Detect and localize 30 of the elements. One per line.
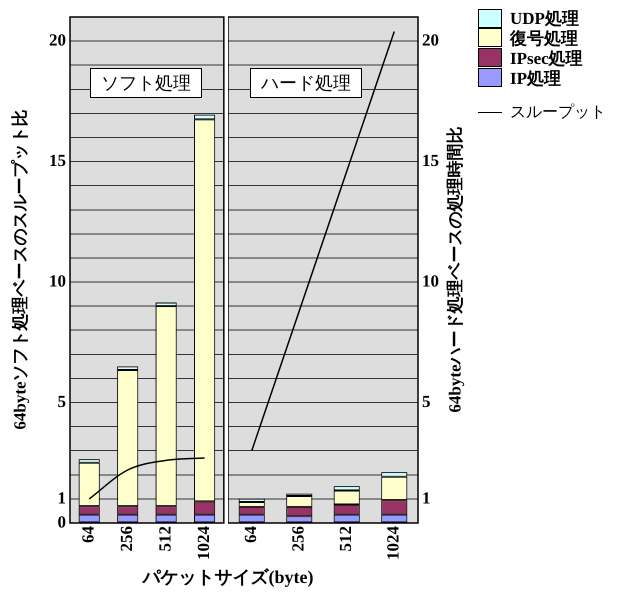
x-tick-label: 1024 (384, 526, 403, 560)
legend-label: IP処理 (510, 68, 561, 90)
legend-label: 復号処理 (510, 28, 578, 50)
line-series (251, 30, 395, 452)
annotation: ハード処理 (250, 68, 362, 98)
y-tick-label: 0 (58, 512, 66, 532)
x-tick-label: 256 (288, 526, 308, 552)
y-tick-label: 10 (422, 271, 439, 290)
annotation: ソフト処理 (90, 68, 202, 98)
x-tick-label: 512 (156, 526, 175, 552)
legend-label: スループット (510, 102, 606, 122)
y-tick-label: 1 (422, 488, 430, 508)
x-tick-label: 512 (336, 526, 356, 552)
y-tick-label: 1 (58, 488, 66, 508)
y-tick-label: 5 (422, 392, 430, 411)
x-tick-label: 256 (117, 526, 136, 552)
legend-label: UDP処理 (510, 8, 579, 30)
y-tick-label: 15 (49, 150, 66, 170)
legend-label: IPsec処理 (510, 48, 583, 70)
y-tick-label: 15 (422, 150, 439, 170)
y-axis-title: 64byteハード処理ベースの処理時間比 (444, 125, 466, 415)
x-tick-label: 64 (78, 526, 98, 543)
x-tick-label: 1024 (194, 526, 213, 560)
y-tick-label: 20 (49, 30, 66, 50)
y-tick-label: 20 (422, 30, 439, 50)
y-tick-label: 5 (58, 392, 66, 411)
y-tick-label: 10 (49, 271, 66, 290)
x-tick-label: 64 (241, 526, 260, 543)
x-axis-title: パケットサイズ(byte) (141, 566, 314, 589)
y-axis-title: 64byteソフト処理ベースのスループット比 (10, 108, 30, 432)
